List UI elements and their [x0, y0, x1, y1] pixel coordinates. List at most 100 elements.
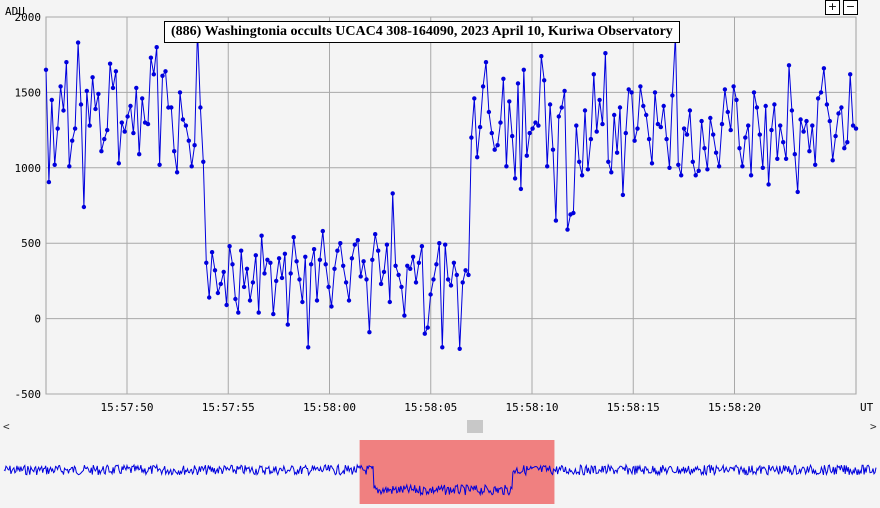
- data-point: [93, 106, 98, 112]
- data-point: [827, 118, 832, 124]
- data-point: [288, 271, 293, 276]
- data-point: [96, 91, 101, 97]
- data-point: [367, 330, 372, 335]
- data-point: [341, 263, 346, 268]
- data-point: [766, 182, 771, 187]
- data-point: [571, 210, 576, 216]
- data-point: [67, 164, 72, 169]
- data-point: [294, 259, 299, 264]
- data-point: [329, 304, 334, 309]
- data-point: [606, 159, 611, 164]
- data-point: [457, 346, 462, 351]
- data-point: [754, 105, 760, 110]
- data-point: [72, 126, 78, 131]
- data-point: [113, 69, 119, 74]
- zoom-out-button[interactable]: −: [843, 0, 858, 15]
- x-tick-label: 15:58:00: [303, 401, 356, 414]
- data-point: [565, 227, 570, 232]
- data-point: [131, 130, 136, 136]
- data-point: [501, 76, 506, 82]
- data-point: [585, 167, 591, 172]
- data-point: [180, 117, 186, 122]
- data-point: [256, 310, 261, 315]
- data-point: [737, 146, 742, 151]
- data-point: [795, 189, 800, 195]
- data-point: [472, 96, 477, 101]
- data-point: [332, 266, 337, 271]
- data-point: [268, 260, 273, 265]
- data-point: [690, 159, 695, 164]
- data-point: [711, 132, 716, 137]
- data-point: [443, 242, 448, 247]
- data-point: [241, 284, 247, 290]
- y-tick-label: 500: [21, 237, 41, 250]
- data-point: [274, 278, 279, 284]
- data-point: [64, 60, 69, 65]
- data-point: [239, 248, 244, 253]
- data-point: [786, 63, 792, 68]
- overview-highlight[interactable]: [359, 440, 555, 504]
- data-point: [107, 61, 113, 66]
- data-point: [480, 84, 486, 89]
- data-point: [306, 345, 311, 350]
- data-point: [483, 60, 489, 65]
- data-point: [542, 78, 547, 83]
- overview-strip[interactable]: [0, 440, 880, 504]
- data-point: [769, 127, 774, 133]
- data-point: [311, 247, 317, 252]
- data-point: [734, 97, 739, 103]
- data-point: [169, 105, 174, 110]
- x-tick-label: 15:58:20: [708, 401, 761, 414]
- data-point: [775, 156, 780, 161]
- data-point: [198, 105, 203, 110]
- data-point: [300, 299, 305, 305]
- data-point: [556, 114, 561, 119]
- data-point: [833, 133, 838, 139]
- data-point: [591, 72, 596, 77]
- scroll-right-arrow[interactable]: >: [870, 420, 877, 433]
- data-point: [609, 170, 614, 175]
- data-point: [105, 127, 110, 133]
- data-point: [716, 164, 722, 169]
- data-point: [818, 90, 824, 95]
- data-point: [623, 130, 628, 136]
- data-point: [405, 263, 410, 268]
- data-point: [285, 322, 290, 327]
- data-point: [410, 254, 416, 259]
- chart-title: (886) Washingtonia occults UCAC4 308-164…: [164, 21, 680, 43]
- zoom-in-button[interactable]: +: [825, 0, 840, 15]
- scroll-left-arrow[interactable]: <: [3, 420, 10, 433]
- scroll-thumb[interactable]: [467, 420, 483, 433]
- data-point: [539, 54, 544, 59]
- data-point: [419, 244, 425, 249]
- data-point: [824, 102, 830, 107]
- data-point: [343, 280, 349, 285]
- data-point: [550, 147, 556, 152]
- data-point: [702, 146, 707, 151]
- data-point: [600, 121, 605, 127]
- data-point: [649, 161, 655, 166]
- data-point: [708, 115, 713, 121]
- data-point: [148, 55, 154, 60]
- data-point: [308, 262, 314, 267]
- data-point: [75, 40, 81, 45]
- data-point: [454, 272, 459, 278]
- x-tick-label: 15:58:10: [506, 401, 559, 414]
- data-point: [792, 152, 797, 157]
- data-point: [87, 123, 92, 128]
- data-point: [632, 138, 637, 143]
- data-point: [364, 277, 369, 282]
- data-point: [696, 168, 701, 173]
- data-point: [320, 228, 325, 234]
- data-point: [676, 162, 681, 167]
- data-point: [154, 45, 159, 50]
- data-point: [553, 218, 559, 223]
- data-point: [212, 268, 218, 273]
- data-point: [317, 257, 323, 262]
- data-point: [582, 108, 588, 113]
- data-point: [201, 159, 206, 164]
- data-point: [559, 105, 564, 110]
- data-point: [207, 295, 212, 300]
- data-point: [279, 275, 285, 281]
- data-point: [448, 283, 454, 288]
